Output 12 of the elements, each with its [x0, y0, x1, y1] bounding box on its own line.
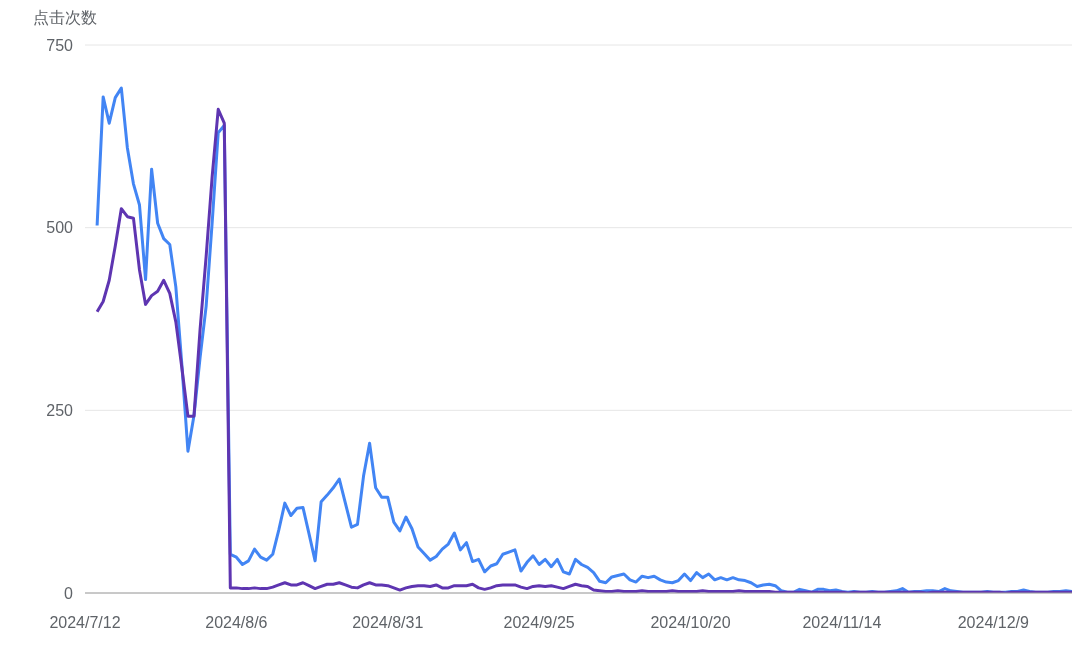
x-tick-label: 2024/9/25 [503, 614, 575, 632]
y-tick-label: 250 [46, 402, 74, 420]
x-tick-label: 2024/8/31 [352, 614, 424, 632]
x-tick-label: 2024/12/9 [957, 614, 1029, 632]
y-tick-label: 500 [46, 219, 74, 237]
x-tick-label: 2024/8/6 [205, 614, 268, 632]
x-tick-label: 2024/11/14 [802, 614, 882, 632]
y-axis-title: 点击次数 [33, 8, 97, 28]
y-tick-label: 750 [46, 36, 74, 54]
x-tick-label: 2024/10/20 [650, 614, 731, 632]
x-tick-label: 2024/7/12 [49, 614, 121, 632]
y-tick-label: 0 [64, 584, 74, 602]
